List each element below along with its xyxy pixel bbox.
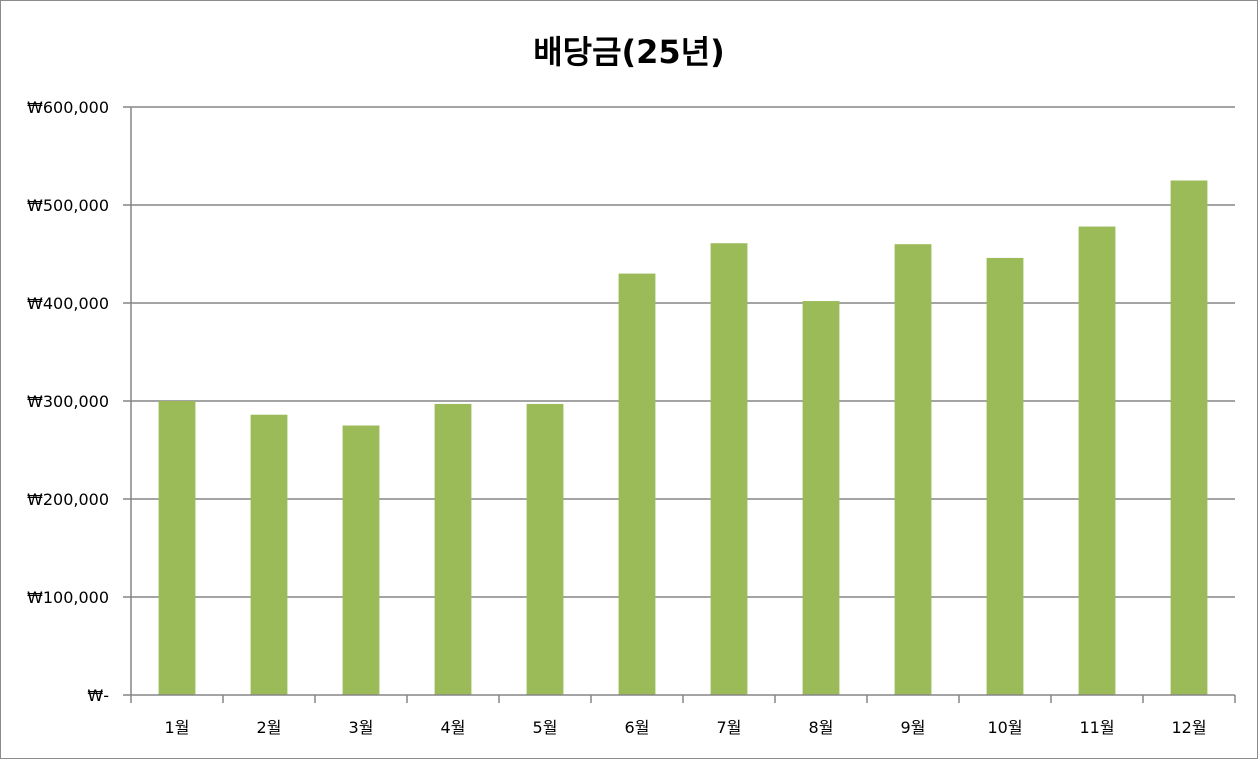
bar [342,425,380,695]
bar [434,403,472,695]
bars [158,180,1208,695]
y-axis-ticks: ₩- ₩100,000 ₩200,000 ₩300,000 ₩400,000 ₩500,0… [27,98,131,705]
y-tick-label: ₩500,000 [27,196,109,215]
bar [250,414,288,695]
bar [1170,180,1208,695]
x-tick-label: 12월 [1171,718,1206,737]
x-tick-label: 11월 [1079,718,1114,737]
x-tick-label: 1월 [165,718,190,737]
bar [1078,226,1116,695]
x-tick-label: 6월 [625,718,650,737]
x-tick-label: 3월 [349,718,374,737]
y-tick-label: ₩200,000 [27,490,109,509]
y-tick-label: ₩- [87,686,109,705]
bar [894,244,932,695]
y-tick-label: ₩600,000 [27,98,109,117]
x-axis-ticks: 1월 2월 3월 4월 5월 6월 7월 8월 9월 10월 11월 12월 [130,695,1236,737]
gridlines [131,106,1235,598]
chart-title: 배당금(25년) [533,33,725,71]
bar [802,301,840,695]
x-tick-label: 5월 [533,718,558,737]
x-tick-label: 4월 [441,718,466,737]
bar [986,257,1024,695]
bar [526,403,564,695]
y-tick-label: ₩300,000 [27,392,109,411]
y-tick-label: ₩100,000 [27,588,109,607]
x-tick-label: 2월 [257,718,282,737]
x-tick-label: 8월 [809,718,834,737]
bar [618,273,656,695]
x-tick-label: 10월 [987,718,1022,737]
x-tick-label: 9월 [901,718,926,737]
bar [710,243,748,695]
y-tick-label: ₩400,000 [27,294,109,313]
bar [158,401,196,695]
x-tick-label: 7월 [717,718,742,737]
